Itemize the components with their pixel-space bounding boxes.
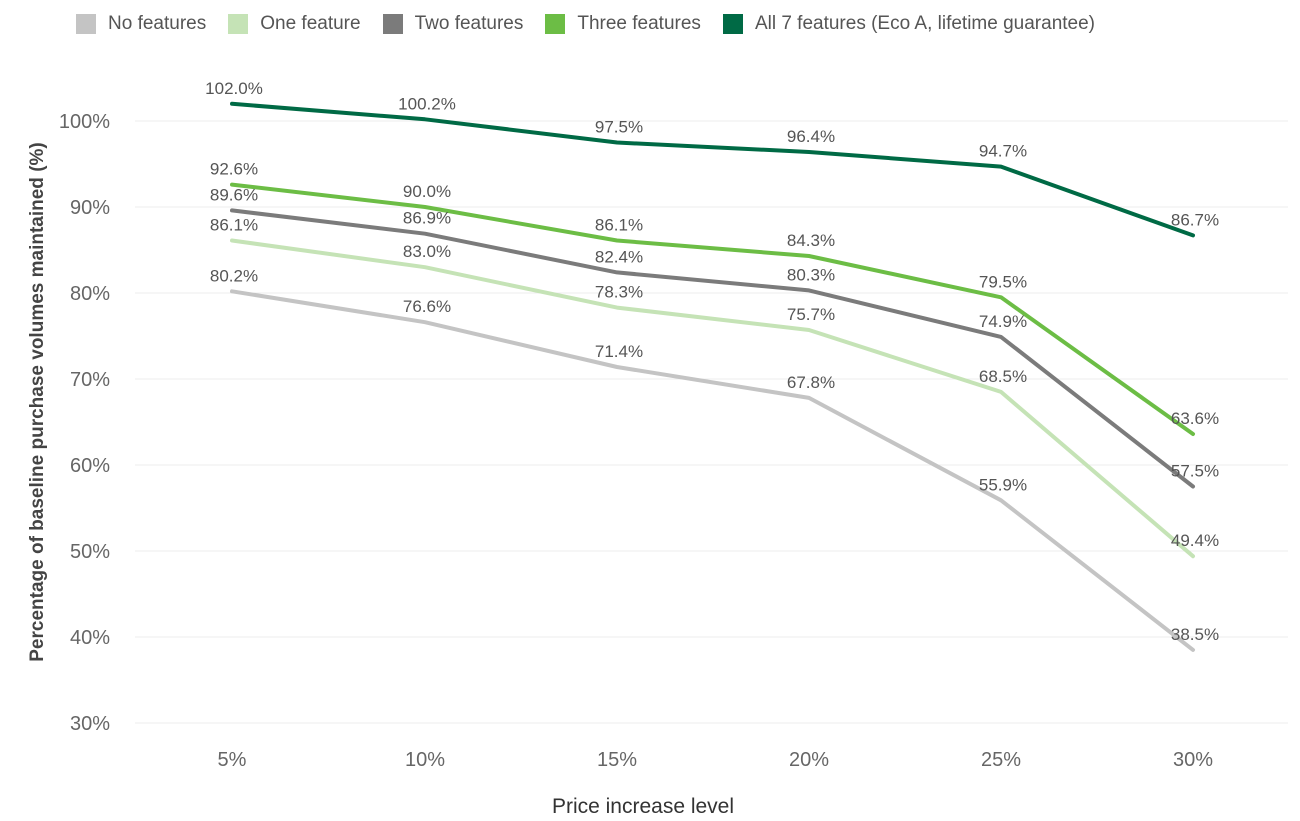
data-label: 89.6%: [210, 185, 258, 204]
data-label: 80.2%: [210, 266, 258, 285]
x-tick-label: 5%: [218, 749, 247, 771]
legend-label: Three features: [577, 13, 701, 34]
data-label: 92.6%: [210, 160, 258, 179]
x-axis-title: Price increase level: [552, 795, 734, 818]
data-label: 74.9%: [979, 312, 1027, 331]
data-label: 83.0%: [403, 242, 451, 261]
legend-label: No features: [108, 13, 207, 34]
legend-swatch: [382, 14, 403, 34]
x-axis-ticks: 5% 10% 15% 20% 25% 30%: [218, 749, 1214, 771]
x-tick-label: 25%: [981, 749, 1021, 771]
data-label: 86.1%: [210, 216, 258, 235]
legend-swatch: [545, 14, 566, 34]
y-tick-label: 80%: [70, 283, 110, 305]
legend-label: Two features: [414, 13, 524, 34]
data-label: 78.3%: [595, 283, 643, 302]
y-tick-label: 40%: [70, 627, 110, 649]
legend-item: No features: [76, 13, 206, 35]
data-label: 84.3%: [787, 231, 835, 250]
gridlines: [135, 120, 1288, 724]
x-tick-label: 15%: [597, 749, 637, 771]
data-label: 94.7%: [979, 142, 1027, 161]
data-label: 76.6%: [403, 297, 451, 316]
legend-swatch: [76, 14, 96, 34]
legend-swatch: [722, 14, 743, 34]
series-line-3: [230, 208, 1195, 489]
series-line-4: [230, 182, 1195, 436]
data-label: 63.6%: [1171, 409, 1219, 428]
legend-label: One feature: [260, 13, 361, 34]
series-lines: [230, 101, 1195, 652]
data-label: 82.4%: [595, 247, 643, 266]
x-tick-label: 30%: [1173, 749, 1213, 771]
y-axis-ticks: 30% 40% 50% 60% 70% 80% 90% 100%: [59, 111, 110, 735]
y-tick-label: 90%: [70, 197, 110, 219]
data-label: 71.4%: [595, 342, 643, 361]
data-label: 86.7%: [1171, 210, 1219, 229]
legend: No features One feature Two features Three …: [76, 10, 1117, 38]
y-tick-label: 30%: [70, 713, 110, 735]
legend-item: All 7 features (Eco A, lifetime guarante…: [722, 13, 1095, 35]
legend-item: One feature: [228, 13, 361, 35]
legend-item: Three features: [545, 13, 701, 35]
y-axis-title: Percentage of baseline purchase volumes …: [27, 142, 48, 662]
data-label: 86.9%: [403, 209, 451, 228]
data-label: 102.0%: [205, 79, 263, 98]
data-label: 38.5%: [1171, 625, 1219, 644]
series-line-2: [230, 238, 1195, 559]
data-label: 67.8%: [787, 373, 835, 392]
data-label: 49.4%: [1171, 531, 1219, 550]
series-line-5: [230, 101, 1195, 238]
legend-swatch: [228, 14, 249, 34]
legend-item: Two features: [382, 13, 524, 35]
x-tick-label: 10%: [405, 749, 445, 771]
y-tick-label: 50%: [70, 541, 110, 563]
data-label: 80.3%: [787, 265, 835, 284]
data-label: 55.9%: [979, 475, 1027, 494]
data-label: 96.4%: [787, 127, 835, 146]
y-tick-label: 100%: [59, 111, 110, 133]
data-label: 100.2%: [398, 94, 456, 113]
data-label: 79.5%: [979, 272, 1027, 291]
x-tick-label: 20%: [789, 749, 829, 771]
y-tick-label: 60%: [70, 455, 110, 477]
data-label: 57.5%: [1171, 462, 1219, 481]
data-label: 68.5%: [979, 367, 1027, 386]
data-label: 86.1%: [595, 216, 643, 235]
legend-label: All 7 features (Eco A, lifetime guarante…: [754, 13, 1095, 34]
data-labels: 80.2% 76.6% 71.4% 67.8% 55.9% 38.5% 86.1% 83.0%…: [205, 79, 1219, 644]
data-label: 97.5%: [595, 118, 643, 137]
y-tick-label: 70%: [70, 369, 110, 391]
series-line-1: [230, 289, 1195, 652]
data-label: 90.0%: [403, 182, 451, 201]
data-label: 75.7%: [787, 305, 835, 324]
